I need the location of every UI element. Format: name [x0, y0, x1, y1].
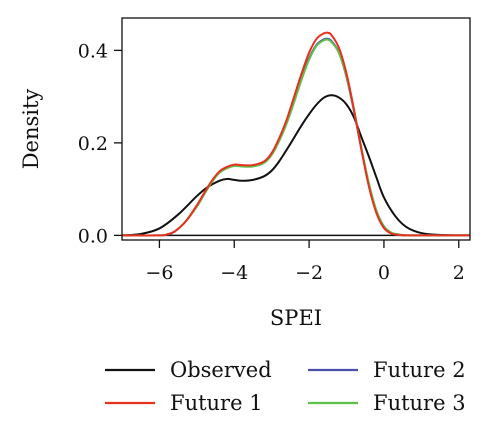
y-tick-label: 0.4: [78, 40, 108, 62]
y-axis-label: Density: [19, 89, 43, 170]
legend-label: Observed: [170, 358, 272, 382]
legend-label: Future 1: [170, 391, 263, 415]
legend-item-future-2: Future 2: [308, 358, 466, 382]
plot-lines: [121, 31, 471, 237]
y-tick-label: 0.2: [78, 133, 108, 155]
x-tick-label: 2: [453, 262, 465, 284]
x-tick-label: 0: [378, 262, 390, 284]
legend-item-future-3: Future 3: [308, 391, 466, 415]
series-line-future-3: [121, 38, 470, 237]
legend: Observed Future 1 Future 2 Future 3: [105, 358, 466, 415]
legend-item-observed: Observed: [105, 358, 272, 382]
plot-frame: [121, 17, 471, 241]
y-axis: 0.0 0.2 0.4: [78, 40, 122, 247]
legend-label: Future 2: [373, 358, 466, 382]
series-line-future-2: [121, 37, 470, 237]
series-line-observed: [121, 94, 471, 237]
legend-item-future-1: Future 1: [105, 391, 263, 415]
x-tick-label: −6: [145, 262, 173, 284]
series-line-future-1: [121, 31, 470, 237]
legend-label: Future 3: [373, 391, 466, 415]
x-axis-label: SPEI: [270, 306, 322, 330]
x-axis: −6 −4 −2 0 2: [145, 240, 465, 284]
x-tick-label: −2: [295, 262, 323, 284]
x-tick-label: −4: [220, 262, 248, 284]
y-tick-label: 0.0: [78, 225, 108, 247]
